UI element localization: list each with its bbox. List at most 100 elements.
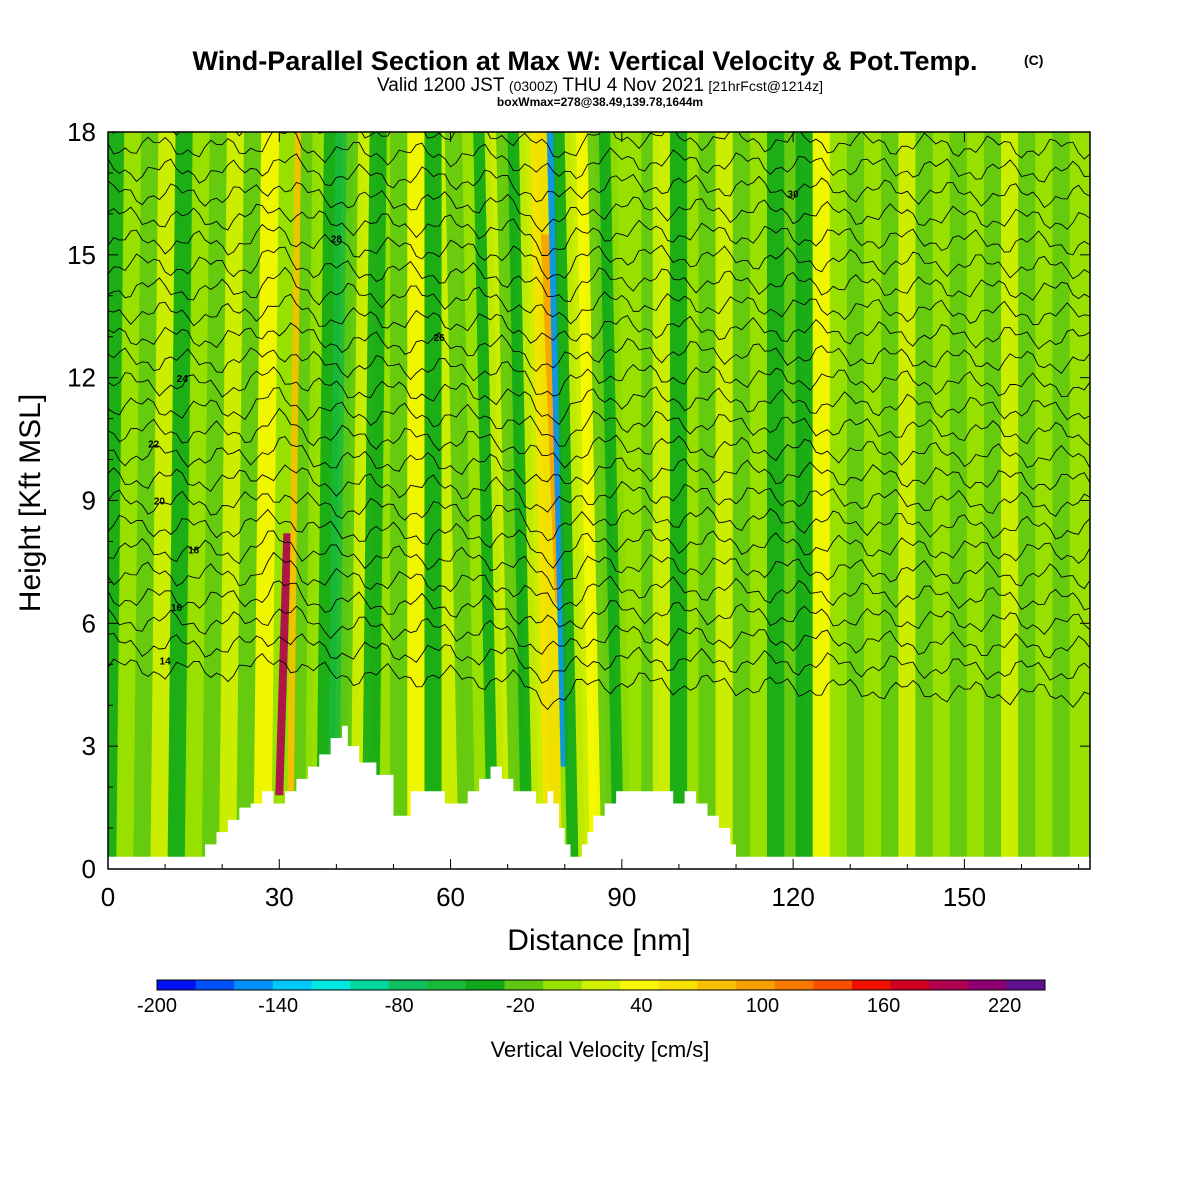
colorbar-swatch (929, 980, 969, 990)
velocity-band (864, 132, 883, 869)
y-tick-label: 3 (82, 731, 96, 761)
colorbar-swatch (157, 980, 197, 990)
colorbar-swatch (465, 980, 505, 990)
contour-label: 22 (148, 439, 160, 450)
velocity-band (766, 132, 785, 869)
velocity-band (698, 132, 717, 869)
velocity-band (530, 132, 563, 869)
theta-contour (108, 203, 1090, 256)
velocity-band (846, 132, 865, 869)
velocity-band (1052, 132, 1071, 869)
theta-contour (108, 322, 1090, 375)
velocity-band (444, 132, 477, 869)
potential-temperature-contours (108, 132, 1090, 711)
contour-label: 24 (177, 374, 189, 385)
y-axis-ticks: 0 3 6 9 12 15 18 (67, 117, 1090, 884)
velocity-band (1018, 132, 1037, 869)
box-wmax-line: boxWmax=278@38.49,139.78,1644m (497, 95, 703, 109)
theta-contour (108, 530, 1090, 590)
contour-label: 30 (788, 190, 800, 201)
chart-title: Wind-Parallel Section at Max W: Vertical… (193, 46, 978, 76)
y-tick-label: 15 (67, 240, 96, 270)
colorbar-swatch (272, 980, 312, 990)
velocity-band (966, 132, 985, 869)
theta-contour (108, 435, 1090, 491)
colorbar-swatch (620, 980, 660, 990)
colorbar-swatch (504, 980, 544, 990)
valid-time-line: Valid 1200 JST (0300Z) THU 4 Nov 2021 [2… (377, 75, 823, 96)
x-tick-label: 90 (607, 882, 636, 912)
colorbar-tick-label: -80 (385, 995, 414, 1017)
contour-label: 16 (171, 603, 183, 614)
colorbar-tick-label: -200 (137, 995, 177, 1017)
velocity-band (949, 132, 968, 869)
x-tick-label: 0 (101, 882, 115, 912)
velocity-field-bands (108, 132, 1088, 869)
contour-label: 28 (331, 235, 343, 246)
y-tick-label: 0 (82, 854, 96, 884)
theta-contour (108, 551, 1090, 611)
colorbar-swatch (234, 980, 274, 990)
theta-contour (108, 223, 1090, 280)
theta-contour (108, 180, 1090, 233)
colorbar-frame (156, 979, 1046, 991)
velocity-band (275, 533, 292, 796)
velocity-band (652, 132, 671, 869)
theta-contour (108, 580, 1090, 635)
contour-label: 26 (434, 333, 446, 344)
velocity-band (932, 132, 951, 869)
y-axis-label: Height [Kft MSL] (14, 394, 47, 612)
theta-contour (108, 347, 1090, 398)
colorbar-swatch (350, 980, 390, 990)
theta-contour (108, 153, 1090, 209)
velocity-band (253, 132, 280, 869)
contour-labels: 14 16 18 20 22 24 26 28 30 (148, 190, 799, 668)
colorbar-swatch (427, 980, 467, 990)
velocity-band (1001, 132, 1020, 869)
theta-contour (108, 407, 1090, 469)
colorbar-swatch (195, 980, 235, 990)
x-tick-label: 150 (943, 882, 986, 912)
colorbar-tick-label: -140 (258, 995, 298, 1017)
x-axis-ticks: 0 30 60 90 120 150 (101, 132, 1080, 912)
colorbar-title: Vertical Velocity [cm/s] (491, 1037, 710, 1062)
colorbar-tick-label: 40 (630, 995, 652, 1017)
colorbar-swatch (311, 980, 351, 990)
y-tick-label: 9 (82, 486, 96, 516)
contour-label: 18 (188, 546, 200, 557)
velocity-band (829, 132, 848, 869)
colorbar-swatch (388, 980, 428, 990)
contour-label: 20 (154, 497, 166, 508)
velocity-band (812, 132, 831, 869)
x-tick-label: 30 (265, 882, 294, 912)
theta-contour (108, 508, 1090, 570)
theta-contour (108, 387, 1090, 447)
theta-contour (108, 246, 1090, 303)
theta-contour (108, 293, 1090, 350)
theta-contour (108, 489, 1090, 542)
velocity-band (669, 132, 688, 869)
colorbar-swatch (736, 980, 776, 990)
contour-label: 14 (160, 656, 172, 667)
colorbar: -200 -140 -80 -20 40 100 160 220 (137, 979, 1046, 1017)
velocity-band (407, 132, 426, 869)
theta-contour (108, 132, 1090, 183)
x-tick-label: 60 (436, 882, 465, 912)
velocity-band (732, 132, 751, 869)
theta-contour (108, 605, 1090, 659)
velocity-band (424, 132, 443, 869)
velocity-band (749, 132, 768, 869)
theta-contour (108, 464, 1090, 517)
chart-title-mark: (C) (1024, 52, 1043, 68)
velocity-band (915, 132, 934, 869)
x-tick-label: 120 (771, 882, 814, 912)
x-axis-label: Distance [nm] (507, 924, 690, 957)
y-tick-label: 6 (82, 608, 96, 638)
colorbar-swatch (851, 980, 892, 990)
theta-contour (111, 132, 1090, 160)
velocity-band (715, 132, 734, 869)
velocity-band (795, 132, 814, 869)
colorbar-swatch (967, 980, 1007, 990)
y-tick-label: 18 (67, 117, 96, 147)
velocity-band (983, 132, 1002, 869)
